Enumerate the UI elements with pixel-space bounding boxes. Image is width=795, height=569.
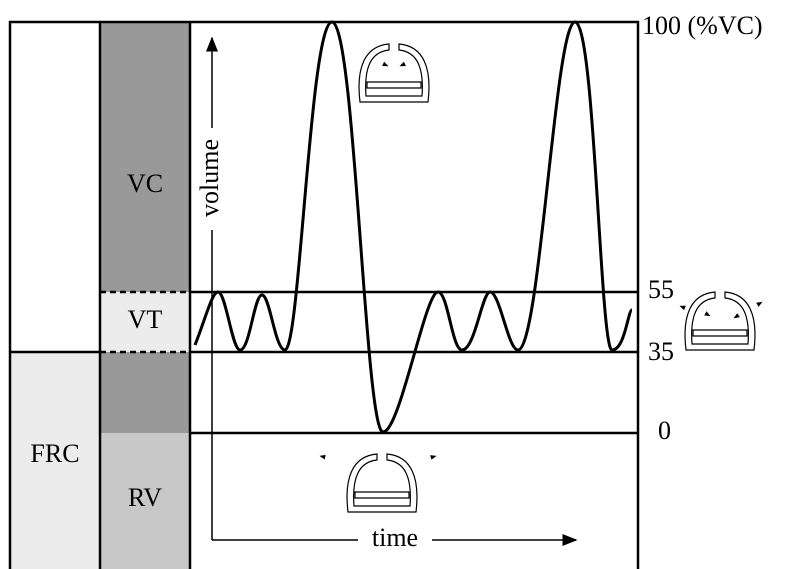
label-bg	[200, 128, 224, 230]
level-labels: 100 (%VC) 55 35 0	[642, 11, 763, 445]
vc-block-lower	[100, 352, 190, 433]
y-axis-label: volume	[195, 139, 224, 217]
vc-block	[100, 22, 190, 292]
lung-icon-inspiration	[358, 43, 430, 103]
frc-block	[10, 352, 100, 569]
block-label: RV	[128, 483, 162, 512]
block-label: FRC	[30, 439, 79, 468]
level-label: 35	[648, 337, 674, 366]
level-label: 0	[658, 416, 671, 445]
rv-block	[100, 433, 190, 569]
level-label: 100 (%VC)	[642, 11, 763, 40]
x-axis-label: time	[372, 523, 418, 552]
block-label: VC	[127, 169, 163, 198]
volume-curve	[193, 20, 634, 434]
level-label: 55	[648, 275, 674, 304]
lung-icon-tidal	[679, 291, 763, 351]
frame	[8, 20, 640, 569]
lung-icon-expiration	[319, 453, 437, 513]
label-bg	[358, 528, 432, 552]
block-label: VT	[128, 305, 163, 334]
vt-block	[100, 292, 190, 352]
